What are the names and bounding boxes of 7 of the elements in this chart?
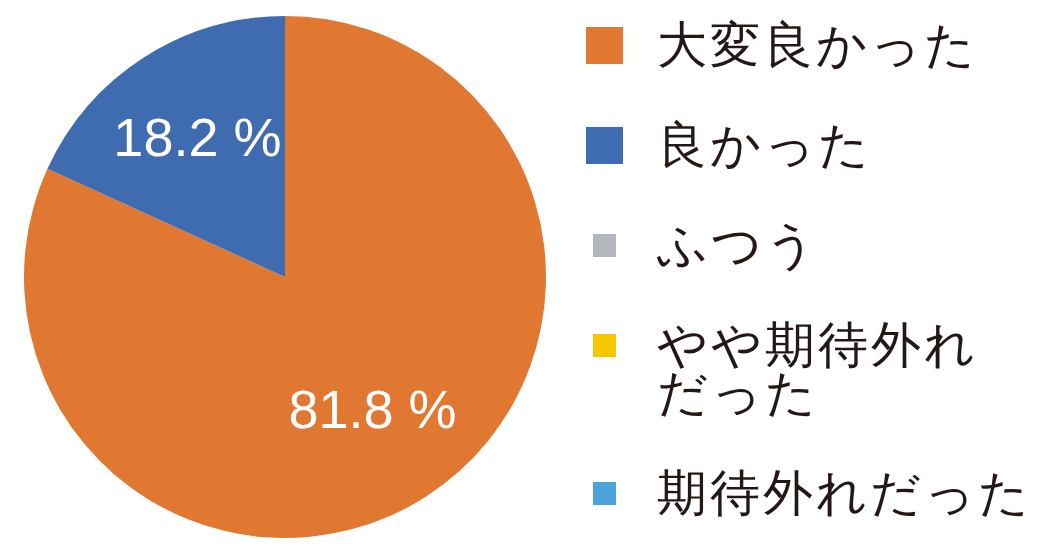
legend-label: 良かった [657, 116, 872, 174]
legend-label: 大変良かった [657, 16, 978, 74]
data-label: 81.8 % [288, 378, 457, 439]
legend-label: ふつう [657, 216, 819, 274]
legend-label: やや期待外れだった [657, 316, 979, 422]
data-label: 18.2 % [113, 106, 282, 167]
legend-label: 期待外れだった [657, 464, 1032, 522]
